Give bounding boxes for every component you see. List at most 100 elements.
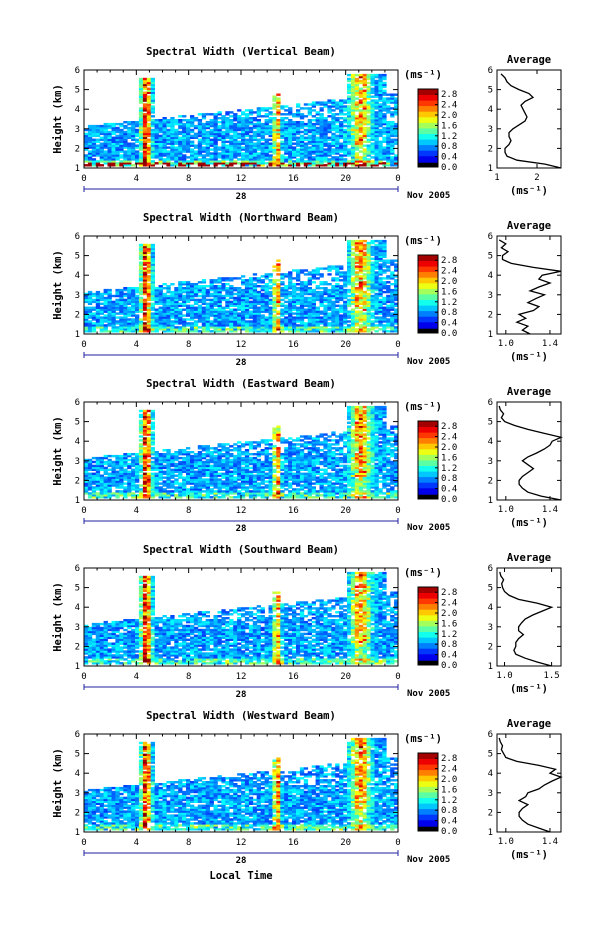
heatmap-cell <box>142 302 148 305</box>
heatmap-cell <box>382 89 387 92</box>
heatmap-cell <box>382 85 387 89</box>
heatmap-cell <box>350 113 356 116</box>
heatmap-cell <box>284 144 289 147</box>
heatmap-cell <box>252 288 258 292</box>
heatmap-cell <box>354 91 360 94</box>
heatmap-cell <box>146 247 152 251</box>
heatmap-cell <box>284 148 289 151</box>
heatmap-cell <box>244 164 250 167</box>
heatmap-cell <box>327 122 332 126</box>
heatmap-cell <box>146 107 152 110</box>
heatmap-cell <box>138 318 144 321</box>
heatmap-cell <box>382 83 387 87</box>
heatmap-cell <box>84 142 89 145</box>
heatmap-cell <box>174 136 179 139</box>
heatmap-cell <box>280 132 285 136</box>
heatmap-cell <box>335 117 340 120</box>
heatmap-cell <box>233 154 238 157</box>
heatmap-cell <box>150 142 155 145</box>
heatmap-cell <box>370 81 375 85</box>
heatmap-cell <box>378 113 383 116</box>
heatmap-cell <box>382 148 387 151</box>
heatmap-cell <box>127 154 132 157</box>
heatmap-cell <box>354 239 360 243</box>
heatmap-cell <box>264 306 269 309</box>
heatmap-cell <box>358 144 364 147</box>
heatmap-cell <box>138 464 144 468</box>
heatmap-cell <box>264 296 269 300</box>
heatmap-cell <box>225 322 230 325</box>
heatmap-cell <box>323 126 328 130</box>
heatmap-cell <box>209 130 214 134</box>
heatmap-cell <box>154 292 159 296</box>
heatmap-cell <box>142 308 148 311</box>
heatmap-cell <box>182 160 187 163</box>
heatmap-cell <box>343 150 348 153</box>
heatmap-cell <box>111 326 116 329</box>
heatmap-cell <box>91 308 97 311</box>
heatmap-cell <box>146 290 152 294</box>
heatmap-cell <box>256 318 261 321</box>
colorbar-unit: (ms⁻¹) <box>404 69 442 81</box>
heatmap-cell <box>319 154 324 157</box>
heatmap-cell <box>103 460 108 464</box>
heatmap-cell <box>335 156 340 159</box>
heatmap-cell <box>327 126 332 130</box>
heatmap-cell <box>170 322 175 325</box>
heatmap-cell <box>205 290 210 294</box>
heatmap-cell <box>119 288 124 292</box>
heatmap-cell <box>331 162 336 165</box>
heatmap-cell <box>268 158 273 161</box>
heatmap-cell <box>178 142 183 145</box>
heatmap-cell <box>217 314 222 317</box>
heatmap-cell <box>268 324 273 327</box>
heatmap-cell <box>288 277 293 280</box>
heatmap-cell <box>174 328 179 331</box>
heatmap-cell <box>111 312 116 315</box>
heatmap-cell <box>150 472 155 475</box>
heatmap-cell <box>284 109 289 112</box>
heatmap-cell <box>115 490 120 493</box>
heatmap-cell <box>268 275 273 278</box>
heatmap-cell <box>123 324 128 327</box>
heatmap-cell <box>354 130 360 134</box>
heatmap-cell <box>201 156 207 159</box>
heatmap-cell <box>280 162 285 165</box>
heatmap-cell <box>87 160 93 163</box>
heatmap-cell <box>280 308 285 311</box>
heatmap-cell <box>296 324 301 327</box>
heatmap-cell <box>193 330 199 333</box>
heatmap-cell <box>244 285 250 288</box>
heatmap-cell <box>170 306 175 309</box>
heatmap-cell <box>142 115 148 118</box>
heatmap-cell <box>135 294 140 298</box>
heatmap-cell <box>339 164 344 167</box>
heatmap-cell <box>103 144 108 147</box>
heatmap-cell <box>158 285 163 288</box>
heatmap-cell <box>225 287 230 290</box>
heatmap-cell <box>237 148 242 151</box>
heatmap-cell <box>158 486 163 489</box>
heatmap-cell <box>170 148 175 151</box>
heatmap-cell <box>99 126 104 130</box>
heatmap-cell <box>288 271 293 274</box>
heatmap-cell <box>390 146 395 149</box>
heatmap-cell <box>201 281 207 284</box>
heatmap-cell <box>350 164 356 167</box>
heatmap-cell <box>150 265 155 268</box>
heatmap-cell <box>233 130 238 134</box>
heatmap-cell <box>182 290 187 294</box>
heatmap-cell <box>244 298 250 302</box>
heatmap-cell <box>256 281 261 284</box>
heatmap-cell <box>107 134 112 138</box>
heatmap-cell <box>217 300 222 304</box>
heatmap-cell <box>131 150 136 153</box>
heatmap-cell <box>268 124 273 128</box>
heatmap-cell <box>146 91 152 94</box>
heatmap-cell <box>193 308 199 311</box>
heatmap-cell <box>205 294 210 298</box>
heatmap-cell <box>225 292 230 296</box>
heatmap-cell <box>292 148 297 151</box>
heatmap-cell <box>209 132 214 136</box>
heatmap-cell <box>256 158 261 161</box>
